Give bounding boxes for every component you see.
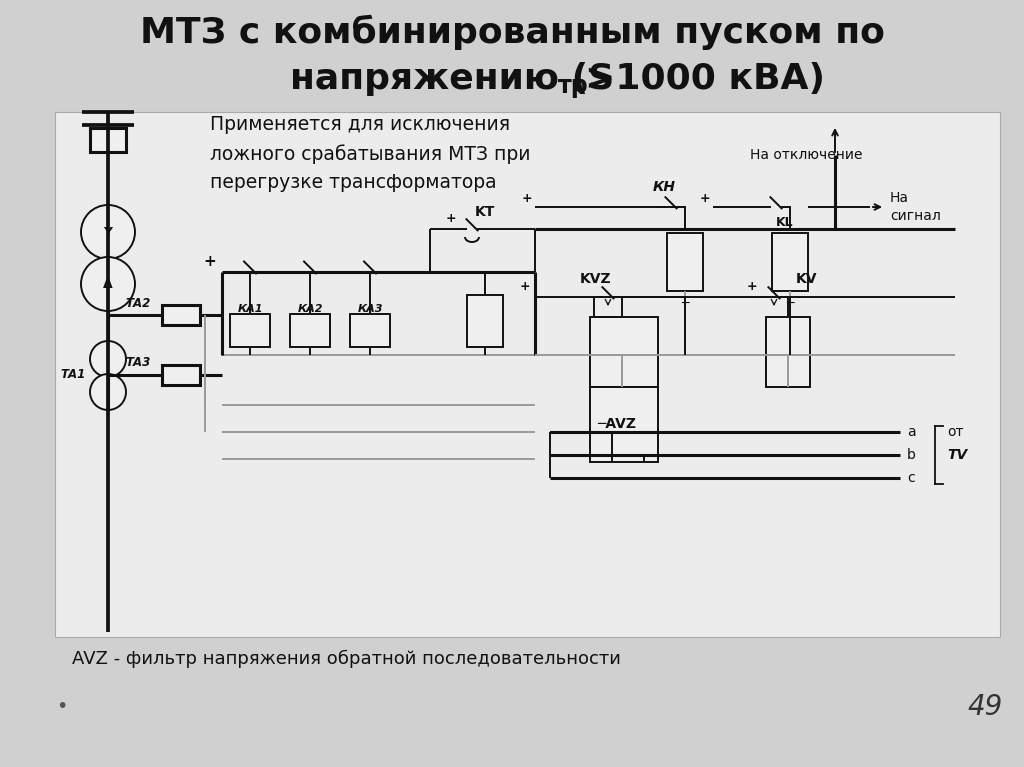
- Text: ТА1: ТА1: [60, 367, 85, 380]
- Bar: [162, 305, 200, 325]
- Text: ТА3: ТА3: [125, 357, 151, 370]
- Text: ─AVZ: ─AVZ: [597, 417, 636, 431]
- Text: ТА2: ТА2: [125, 297, 151, 310]
- Bar: [290, 314, 330, 347]
- Text: +: +: [204, 255, 216, 269]
- Text: КА3: КА3: [358, 304, 384, 314]
- Text: +: +: [521, 193, 532, 206]
- Text: КН: КН: [653, 180, 676, 194]
- Text: •: •: [56, 697, 68, 716]
- Text: ложного срабатывания МТЗ при: ложного срабатывания МТЗ при: [210, 144, 530, 164]
- Text: напряжению (S: напряжению (S: [290, 62, 614, 96]
- Bar: [590, 387, 658, 462]
- Text: KL: KL: [776, 216, 794, 229]
- Bar: [55, 112, 1000, 637]
- Text: Применяется для исключения: Применяется для исключения: [210, 116, 510, 134]
- Bar: [667, 233, 703, 291]
- Bar: [90, 128, 126, 152]
- Text: a: a: [907, 425, 915, 439]
- Text: KT: KT: [475, 205, 496, 219]
- Text: Y: Y: [103, 225, 113, 239]
- Text: сигнал: сигнал: [890, 209, 941, 223]
- Circle shape: [90, 341, 126, 377]
- Text: тр: тр: [558, 74, 589, 98]
- Text: ─: ─: [786, 297, 794, 310]
- Bar: [590, 317, 658, 387]
- Text: +: +: [746, 281, 758, 294]
- Text: KV: KV: [796, 272, 817, 286]
- Text: +: +: [699, 193, 711, 206]
- Text: На отключение: На отключение: [750, 148, 862, 162]
- Bar: [467, 295, 503, 347]
- Text: МТЗ с комбинированным пуском по: МТЗ с комбинированным пуском по: [139, 15, 885, 50]
- Text: AVZ - фильтр напряжения обратной последовательности: AVZ - фильтр напряжения обратной последо…: [72, 650, 621, 668]
- Text: +: +: [519, 281, 530, 294]
- Text: перегрузке трансформатора: перегрузке трансформатора: [210, 173, 497, 193]
- Circle shape: [90, 374, 126, 410]
- Circle shape: [81, 257, 135, 311]
- Text: b: b: [907, 448, 915, 462]
- Text: от: от: [947, 425, 964, 439]
- Text: КА2: КА2: [298, 304, 324, 314]
- Text: напряжению (S>1000 кВА): напряжению (S>1000 кВА): [229, 62, 795, 96]
- Text: На: На: [890, 191, 909, 205]
- Text: KVZ: KVZ: [580, 272, 611, 286]
- Bar: [350, 314, 390, 347]
- Text: КА1: КА1: [238, 304, 263, 314]
- Text: ─: ─: [681, 297, 689, 310]
- Text: 49: 49: [968, 693, 1002, 721]
- Text: Δ: Δ: [103, 278, 113, 291]
- Bar: [766, 317, 810, 387]
- Circle shape: [81, 205, 135, 259]
- Text: TV: TV: [947, 448, 968, 462]
- Text: >1000 кВА): >1000 кВА): [585, 62, 825, 96]
- Bar: [162, 365, 200, 385]
- Bar: [772, 233, 808, 291]
- Text: +: +: [445, 212, 457, 225]
- Bar: [230, 314, 270, 347]
- Text: c: c: [907, 471, 914, 485]
